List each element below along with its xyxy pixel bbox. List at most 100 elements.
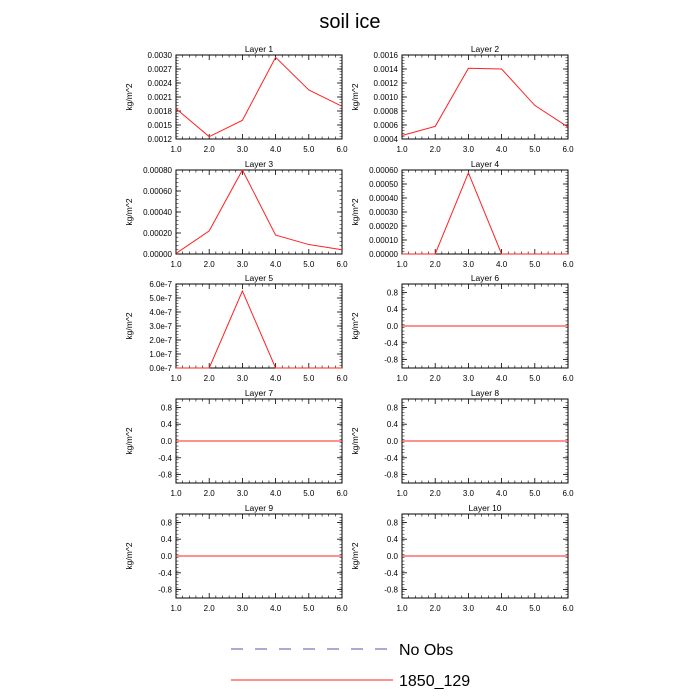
y-tick-label: 0.4 [387, 305, 399, 314]
x-tick-label: 4.0 [270, 489, 282, 498]
x-tick-label: 1.0 [396, 604, 408, 613]
x-tick-label: 1.0 [170, 489, 182, 498]
x-tick-label: 1.0 [396, 374, 408, 383]
panel-grid: Layer 1 kg/m^2 1.0 2.0 3.0 4.0 5.0 6.0 0.0012 0.0… [124, 44, 574, 613]
legend-label-no-obs: No Obs [399, 642, 453, 659]
y-tick-label: 0.00010 [369, 236, 398, 245]
x-tick-label: 1.0 [396, 489, 408, 498]
y-tick-label: 0.00050 [369, 180, 398, 189]
series-line-1850_129 [401, 67, 569, 136]
x-tick-label: 1.0 [170, 260, 182, 269]
x-tick-label: 1.0 [170, 145, 182, 154]
x-tick-label: 5.0 [529, 604, 541, 613]
chart-panel-layer-1: Layer 1 kg/m^2 1.0 2.0 3.0 4.0 5.0 6.0 0.0012 0.0… [124, 44, 348, 154]
figure-title: soil ice [319, 11, 380, 33]
y-tick-label: 0.00020 [143, 229, 172, 238]
x-tick-label: 2.0 [430, 489, 442, 498]
x-tick-label: 3.0 [237, 374, 249, 383]
y-tick-label: 0.8 [161, 403, 173, 412]
y-tick-label: -0.8 [384, 586, 398, 595]
y-tick-label: 0.0012 [148, 135, 173, 144]
panel-title: Layer 8 [471, 388, 500, 398]
x-tick-label: 5.0 [529, 374, 541, 383]
x-tick-label: 3.0 [463, 260, 475, 269]
panel-title: Layer 3 [245, 159, 274, 169]
x-tick-label: 2.0 [204, 489, 216, 498]
y-tick-label: 0.0004 [374, 135, 399, 144]
y-axis-label: kg/m^2 [350, 427, 360, 454]
x-tick-label: 2.0 [430, 374, 442, 383]
y-tick-label: 0.00040 [143, 208, 172, 217]
y-axis-label: kg/m^2 [350, 83, 360, 110]
y-tick-label: 0.0 [387, 437, 399, 446]
legend-label-1850-129: 1850_129 [399, 673, 470, 690]
y-axis-label: kg/m^2 [124, 198, 134, 225]
x-tick-label: 4.0 [496, 260, 508, 269]
x-tick-label: 6.0 [336, 604, 348, 613]
x-tick-label: 5.0 [303, 260, 315, 269]
y-tick-label: 0.00060 [369, 166, 398, 175]
x-tick-label: 5.0 [303, 145, 315, 154]
y-axis-label: kg/m^2 [124, 542, 134, 569]
plot-frame [175, 283, 343, 369]
y-tick-label: -0.8 [384, 471, 398, 480]
x-tick-label: 1.0 [396, 260, 408, 269]
y-tick-label: -0.8 [384, 356, 398, 365]
y-tick-label: -0.4 [384, 339, 398, 348]
x-tick-label: 5.0 [303, 374, 315, 383]
y-tick-label: 0.00060 [143, 187, 172, 196]
x-tick-label: 4.0 [496, 604, 508, 613]
y-tick-label: 0.0 [387, 322, 399, 331]
panel-title: Layer 9 [245, 503, 274, 513]
x-tick-label: 3.0 [463, 374, 475, 383]
x-tick-label: 6.0 [336, 145, 348, 154]
plot-frame [175, 169, 343, 255]
x-tick-label: 4.0 [270, 260, 282, 269]
y-axis-label: kg/m^2 [350, 198, 360, 225]
x-tick-label: 4.0 [270, 604, 282, 613]
y-tick-label: 0.0015 [148, 121, 173, 130]
chart-panel-layer-4: Layer 4 kg/m^2 1.0 2.0 3.0 4.0 5.0 6.0 0.00000 0.… [350, 159, 574, 269]
panel-title: Layer 6 [471, 273, 500, 283]
x-tick-label: 4.0 [496, 374, 508, 383]
x-tick-label: 6.0 [562, 604, 574, 613]
y-tick-label: 0.0e-7 [149, 364, 172, 373]
y-tick-label: 0.00020 [369, 222, 398, 231]
x-tick-label: 4.0 [270, 374, 282, 383]
y-axis-label: kg/m^2 [124, 312, 134, 339]
panel-title: Layer 2 [471, 44, 500, 54]
y-tick-label: 0.8 [387, 288, 399, 297]
chart-panel-layer-3: Layer 3 kg/m^2 1.0 2.0 3.0 4.0 5.0 6.0 0.00000 0.… [124, 159, 348, 269]
series-line-1850_129 [175, 168, 343, 254]
y-tick-label: 0.00040 [369, 194, 398, 203]
x-tick-label: 3.0 [463, 489, 475, 498]
x-tick-label: 2.0 [430, 260, 442, 269]
x-tick-label: 3.0 [237, 604, 249, 613]
x-tick-label: 2.0 [430, 604, 442, 613]
y-tick-label: 0.4 [161, 420, 173, 429]
legend: No Obs 1850_129 [231, 642, 470, 690]
x-tick-label: 6.0 [336, 489, 348, 498]
y-tick-label: 0.8 [161, 518, 173, 527]
y-tick-label: 0.0024 [148, 79, 173, 88]
x-tick-label: 1.0 [396, 145, 408, 154]
panel-title: Layer 10 [468, 503, 501, 513]
series-line-1850_129 [176, 289, 342, 369]
y-tick-label: 0.00000 [143, 250, 172, 259]
series-line-1850_129 [175, 56, 343, 138]
y-tick-label: 4.0e-7 [149, 308, 172, 317]
y-tick-label: 0.8 [387, 518, 399, 527]
y-tick-label: 0.0012 [374, 79, 399, 88]
y-axis-label: kg/m^2 [124, 427, 134, 454]
y-tick-label: 0.00000 [369, 250, 398, 259]
x-tick-label: 5.0 [529, 260, 541, 269]
y-tick-label: -0.4 [158, 569, 172, 578]
x-tick-label: 6.0 [336, 260, 348, 269]
y-tick-label: 0.0030 [148, 51, 173, 60]
y-tick-label: 1.0e-7 [149, 350, 172, 359]
chart-panel-layer-10: Layer 10 kg/m^2 1.0 2.0 3.0 4.0 5.0 6.0 -0.8 -0.4… [350, 503, 574, 613]
y-tick-label: 0.0014 [374, 65, 399, 74]
y-tick-label: 5.0e-7 [149, 294, 172, 303]
y-tick-label: -0.4 [384, 569, 398, 578]
x-tick-label: 5.0 [303, 604, 315, 613]
